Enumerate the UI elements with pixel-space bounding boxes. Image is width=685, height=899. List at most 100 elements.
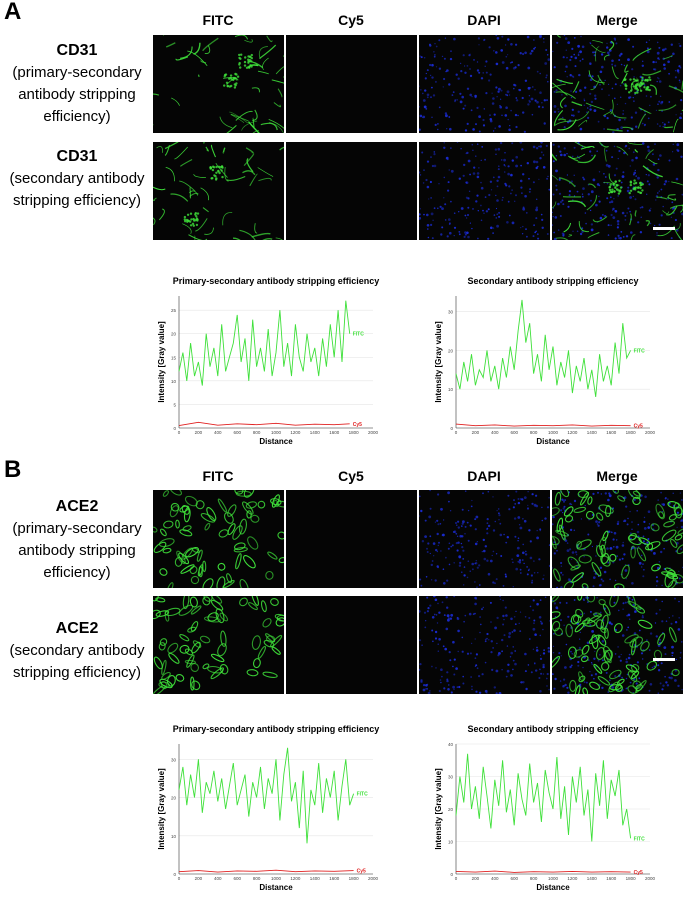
x-tick-label: 2000: [645, 430, 656, 435]
x-tick-label: 600: [510, 876, 518, 881]
row-label-marker: CD31: [56, 148, 98, 165]
y-tick-label: 20: [448, 348, 454, 353]
y-tick-label: 10: [448, 840, 454, 845]
y-tick-label: 0: [173, 426, 176, 431]
column-header-merge: Merge: [596, 12, 638, 28]
x-tick-label: 1600: [329, 876, 340, 881]
series-label: FITC: [634, 836, 645, 842]
y-tick-label: 10: [171, 379, 177, 384]
y-tick-label: 0: [450, 872, 453, 877]
x-axis-label: Distance: [536, 883, 570, 892]
panel-letter-b: B: [4, 456, 22, 483]
x-tick-label: 800: [253, 430, 261, 435]
chart-svg: Primary-secondary antibody stripping eff…: [157, 724, 380, 892]
x-tick-label: 600: [233, 430, 241, 435]
x-tick-label: 1800: [349, 876, 360, 881]
x-tick-label: 200: [195, 430, 203, 435]
series-line-fitc: [178, 747, 355, 844]
row-label-line: (secondary antibody: [9, 642, 145, 659]
row-label-marker: ACE2: [55, 620, 99, 637]
y-tick-label: 0: [450, 426, 453, 431]
x-tick-label: 200: [195, 876, 203, 881]
micrograph-a-r2-cy5: [286, 142, 417, 240]
row-label-line: stripping efficiency): [12, 192, 142, 209]
x-tick-label: 400: [214, 876, 222, 881]
micrograph-b-r1-cy5: [286, 490, 417, 588]
chart-svg: Primary-secondary antibody stripping eff…: [157, 276, 380, 446]
x-tick-label: 600: [233, 876, 241, 881]
micrograph-a-r1-merge: [552, 35, 683, 133]
row-label-line: efficiency): [43, 108, 111, 125]
micrograph-b-r1-dapi: [419, 490, 550, 588]
profile-chart-b1: Primary-secondary antibody stripping eff…: [155, 716, 395, 894]
chart-title: Secondary antibody stripping efficiency: [467, 724, 638, 734]
column-header-dapi: DAPI: [467, 12, 501, 28]
column-header-cy5: Cy5: [338, 468, 364, 484]
row-label-line: (primary-secondary: [12, 64, 142, 81]
series-label: FITC: [353, 332, 364, 338]
x-tick-label: 1400: [310, 430, 321, 435]
y-tick-label: 15: [171, 355, 177, 360]
x-tick-label: 1000: [548, 876, 559, 881]
y-tick-label: 40: [448, 742, 454, 747]
profile-chart-b2: Secondary antibody stripping efficiency 0…: [432, 716, 672, 894]
x-tick-label: 0: [455, 430, 458, 435]
x-tick-label: 1600: [606, 876, 617, 881]
column-header-dapi: DAPI: [467, 468, 501, 484]
micrograph-a-r2-fitc: [153, 142, 284, 240]
x-tick-label: 2000: [368, 876, 379, 881]
column-header-cy5: Cy5: [338, 12, 364, 28]
y-axis-label: Intensity [Gray value]: [157, 321, 166, 403]
chart-title: Secondary antibody stripping efficiency: [467, 276, 638, 286]
x-tick-label: 1200: [567, 876, 578, 881]
x-tick-label: 1000: [271, 876, 282, 881]
x-tick-label: 800: [253, 876, 261, 881]
micrograph-b-r2-dapi: [419, 596, 550, 694]
x-tick-label: 1400: [587, 430, 598, 435]
chart-title: Primary-secondary antibody stripping eff…: [173, 724, 380, 734]
series-line-fitc: [178, 300, 351, 386]
scale-bar: [653, 227, 675, 230]
x-tick-label: 800: [530, 876, 538, 881]
x-axis-label: Distance: [259, 883, 293, 892]
series-label: Cy5: [353, 422, 362, 428]
chart-svg: Secondary antibody stripping efficiency 0…: [434, 724, 656, 892]
scale-bar: [653, 658, 675, 661]
y-tick-label: 0: [173, 872, 176, 877]
row-label-b2: ACE2 (secondary antibody stripping effic…: [2, 618, 152, 684]
x-tick-label: 0: [455, 876, 458, 881]
row-label-marker: ACE2: [55, 498, 99, 515]
x-tick-label: 1200: [290, 430, 301, 435]
series-line-cy5: [455, 423, 631, 427]
y-axis-label: Intensity [Gray value]: [434, 321, 443, 403]
y-tick-label: 30: [448, 310, 454, 315]
x-tick-label: 1800: [349, 430, 360, 435]
x-tick-label: 1400: [587, 876, 598, 881]
column-header-merge: Merge: [596, 468, 638, 484]
chart-title: Primary-secondary antibody stripping eff…: [173, 276, 380, 286]
x-tick-label: 400: [491, 876, 499, 881]
series-label: Cy5: [634, 424, 643, 430]
micrograph-b-r2-merge: [552, 596, 683, 694]
x-tick-label: 1200: [567, 430, 578, 435]
y-tick-label: 5: [173, 402, 176, 407]
x-axis-label: Distance: [259, 437, 293, 446]
micrograph-b-r1-merge: [552, 490, 683, 588]
x-tick-label: 1800: [626, 876, 637, 881]
x-tick-label: 400: [491, 430, 499, 435]
x-tick-label: 1200: [290, 876, 301, 881]
series-label: FITC: [634, 348, 645, 354]
row-label-line: efficiency): [43, 564, 111, 581]
chart-svg: Secondary antibody stripping efficiency 0…: [434, 276, 656, 446]
x-tick-label: 200: [472, 430, 480, 435]
x-tick-label: 1800: [626, 430, 637, 435]
row-label-line: antibody stripping: [18, 86, 136, 103]
x-tick-label: 1000: [271, 430, 282, 435]
micrograph-a-r1-fitc: [153, 35, 284, 133]
row-label-line: stripping efficiency): [12, 664, 142, 681]
series-line-fitc: [455, 299, 632, 397]
row-label-marker: CD31: [56, 42, 98, 59]
series-label: Cy5: [357, 869, 366, 875]
x-tick-label: 1600: [606, 430, 617, 435]
profile-chart-a2: Secondary antibody stripping efficiency 0…: [432, 268, 672, 448]
